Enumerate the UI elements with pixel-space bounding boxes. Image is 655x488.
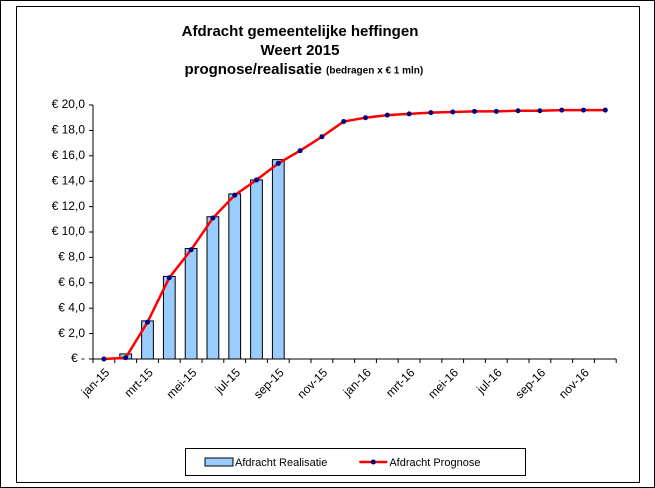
line-marker (297, 148, 303, 154)
y-tick-label: € 18,0 (52, 123, 86, 137)
line-marker (406, 111, 412, 117)
line-marker (428, 110, 434, 116)
y-tick-label: € 6,0 (58, 275, 85, 289)
line-marker (341, 119, 347, 125)
line-marker (188, 247, 194, 253)
line-marker (602, 107, 608, 113)
line-marker (537, 108, 543, 114)
line-marker (450, 109, 456, 115)
y-tick-label: € 14,0 (52, 173, 86, 187)
line (103, 108, 606, 361)
y-tick-label: € 20,0 (52, 97, 86, 111)
bar (184, 248, 198, 360)
line-marker (472, 108, 477, 114)
line-marker (581, 107, 586, 113)
line-marker (515, 108, 521, 114)
line-marker (384, 112, 390, 118)
line-marker (145, 319, 150, 325)
line-marker (101, 356, 107, 362)
line-marker (319, 134, 325, 140)
y-tick-label: € 16,0 (52, 148, 86, 162)
bar (250, 179, 263, 360)
legend-swatch (370, 459, 376, 465)
y-tick-label: € 10,0 (52, 224, 86, 238)
line-marker (166, 275, 172, 281)
bar (228, 193, 242, 360)
y-tick-label: € 12,0 (52, 199, 86, 213)
chart-subtitle: Weert 2015 (261, 42, 340, 59)
line-marker (363, 115, 368, 121)
line-marker (493, 108, 499, 114)
line-marker (559, 107, 565, 113)
y-tick-label: € 2,0 (58, 326, 85, 340)
legend-label: Afdracht Realisatie (235, 457, 327, 469)
chart-title-line3: prognose/realisatie (184, 61, 322, 78)
y-tick-label: € 4,0 (58, 300, 85, 314)
chart-title-note: (bedragen x € 1 mln) (326, 66, 423, 77)
line-marker (254, 177, 259, 183)
y-tick-label: € - (71, 351, 85, 365)
legend-box (185, 448, 526, 476)
line-marker (275, 160, 281, 166)
chart-frame (16, 6, 640, 483)
line-marker (210, 215, 216, 221)
line-marker (123, 355, 129, 361)
chart-title: Afdracht gemeentelijke heffingen (182, 23, 419, 40)
line-marker (232, 192, 238, 198)
bar (271, 159, 285, 360)
bar (206, 216, 220, 360)
legend-swatch (204, 457, 234, 467)
y-tick-label: € 8,0 (58, 250, 85, 264)
legend-label: Afdracht Prognose (389, 457, 480, 469)
